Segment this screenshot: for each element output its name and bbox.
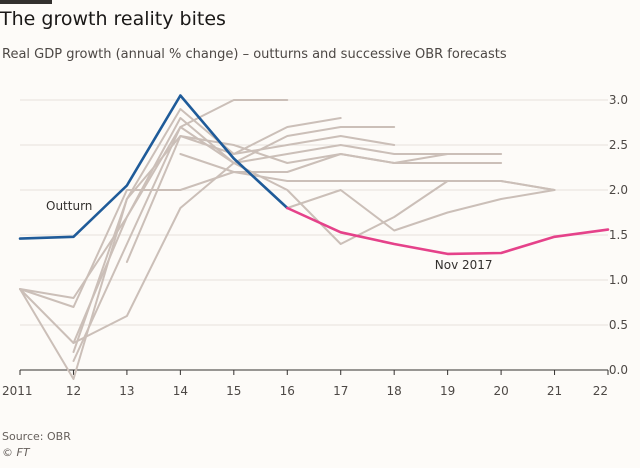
series-line-forecast_9 — [19, 162, 556, 344]
series-line-forecast_6 — [125, 135, 503, 263]
y-tick-label: 2.0 — [609, 183, 628, 197]
credit-note: © FT — [2, 446, 30, 459]
series-line-forecast_2 — [19, 108, 342, 380]
x-tick-label: 12 — [66, 384, 81, 398]
x-tick-label: 15 — [226, 384, 241, 398]
source-note: Source: OBR — [2, 430, 71, 443]
x-tick-label: 14 — [173, 384, 188, 398]
y-tick-label: 0.0 — [609, 363, 628, 377]
x-tick-label: 20 — [493, 384, 508, 398]
x-tick-label: 18 — [387, 384, 402, 398]
chart-subtitle: Real GDP growth (annual % change) – outt… — [2, 47, 507, 62]
y-tick-label: 2.5 — [609, 138, 628, 152]
title-rule — [0, 0, 52, 4]
series-line-forecast_10 — [286, 189, 556, 232]
series-line-forecast_1 — [19, 99, 289, 299]
series-line-outturn — [18, 94, 289, 240]
y-tick-label: 3.0 — [609, 93, 628, 107]
x-tick-label: 19 — [440, 384, 455, 398]
x-tick-label: 13 — [119, 384, 134, 398]
chart-title: The growth reality bites — [0, 8, 226, 30]
series-line-forecast_7 — [179, 153, 503, 173]
y-tick-label: 0.5 — [609, 318, 628, 332]
series-line-forecast_3 — [72, 117, 396, 344]
nov-2017-annotation: Nov 2017 — [435, 258, 493, 272]
x-tick-label: 2011 — [2, 384, 33, 398]
series-line-forecast_5 — [72, 126, 449, 362]
series-line-latest_forecast — [285, 206, 610, 256]
outturn-annotation: Outturn — [46, 199, 92, 213]
x-tick-label: 17 — [333, 384, 348, 398]
y-tick-label: 1.0 — [609, 273, 628, 287]
series-line-forecast_4 — [72, 135, 396, 353]
x-tick-label: 21 — [547, 384, 562, 398]
x-tick-label: 22 — [593, 384, 608, 398]
x-tick-label: 16 — [280, 384, 295, 398]
y-tick-label: 1.5 — [609, 228, 628, 242]
